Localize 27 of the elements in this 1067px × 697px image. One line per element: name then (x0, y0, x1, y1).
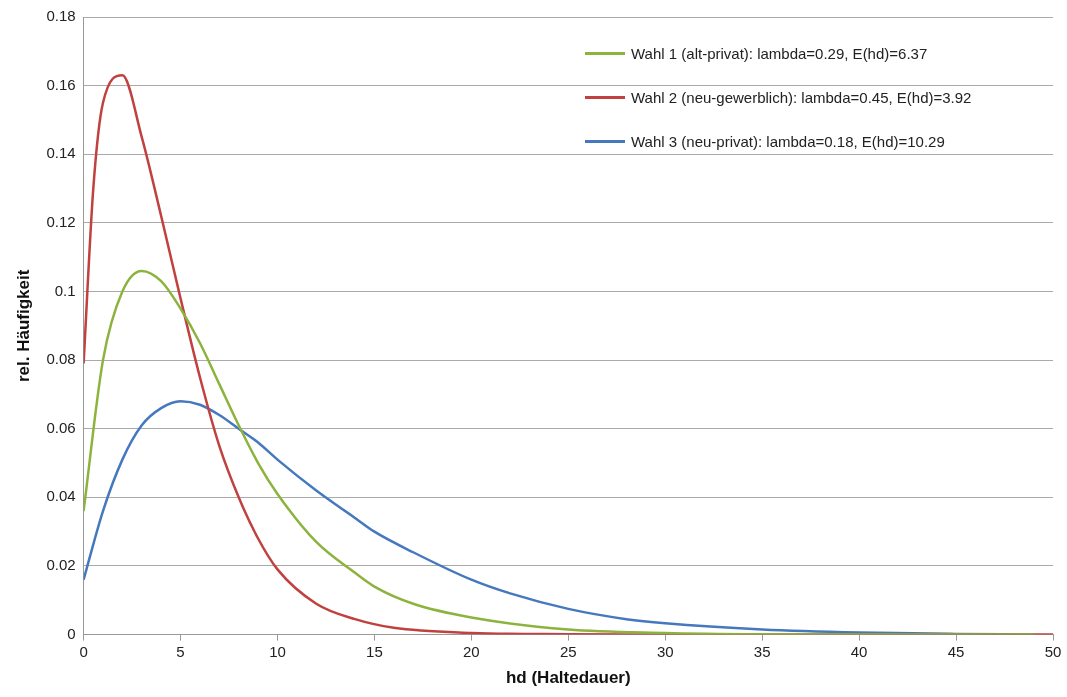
x-tick-label: 30 (656, 642, 674, 660)
x-tick-label: 20 (463, 642, 480, 660)
legend-label: Wahl 2 (neu-gewerblich): lambda=0.45, E(hd)=3.92 (631, 89, 972, 106)
x-tick-label: 15 (366, 642, 383, 660)
y-tick-label: 0.06 (46, 418, 76, 436)
x-tick-label: 50 (1044, 642, 1062, 660)
line-series (83, 269, 1035, 635)
y-tick-label: 0.14 (46, 144, 76, 162)
y-tick-label: 0 (67, 624, 76, 642)
x-axis-title: hd (Haltedauer) (505, 668, 631, 688)
y-axis-title: rel. Häufigkeit (13, 269, 33, 383)
y-tick-label: 0.1 (54, 281, 76, 299)
y-tick-label: 0.08 (46, 350, 76, 368)
y-tick-label: 0.12 (46, 213, 76, 231)
x-tick-label: 5 (176, 642, 185, 660)
x-tick-label: 40 (850, 642, 868, 660)
x-tick-label: 25 (559, 642, 577, 660)
y-tick-label: 0.18 (46, 7, 76, 25)
legend-label: Wahl 1 (alt-privat): lambda=0.29, E(hd)=6.37 (631, 45, 928, 62)
y-tick-label: 0.02 (46, 556, 76, 574)
x-tick-label: 0 (79, 642, 88, 660)
x-tick-label: 35 (753, 642, 771, 660)
y-tick-label: 0.04 (46, 487, 76, 505)
y-tick-label: 0.16 (46, 75, 76, 93)
x-tick-label: 10 (269, 642, 286, 660)
x-tick-label: 45 (947, 642, 965, 660)
legend-label: Wahl 3 (neu-privat): lambda=0.18, E(hd)=10.29 (631, 133, 945, 150)
